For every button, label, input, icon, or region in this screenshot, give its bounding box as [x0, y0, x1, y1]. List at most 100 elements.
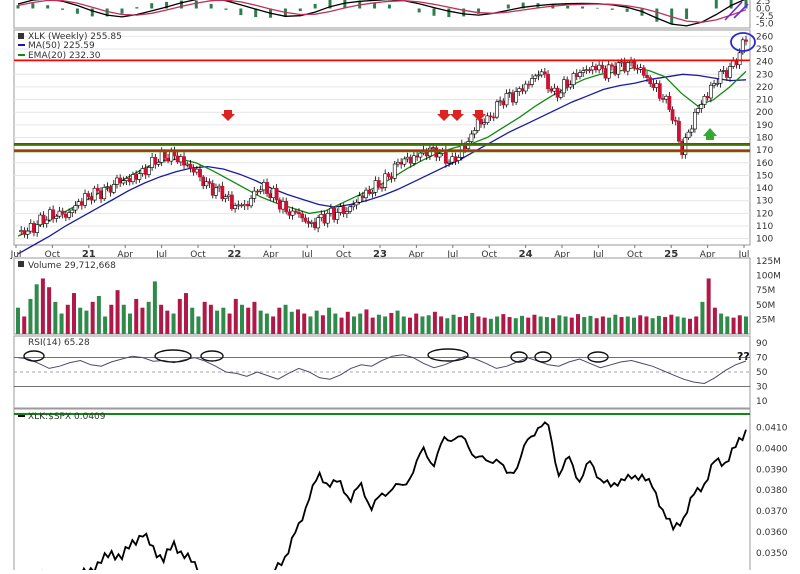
- volume-bar: [103, 316, 107, 334]
- candle-body: [588, 70, 591, 71]
- candle-body: [90, 197, 93, 200]
- candle-body: [697, 109, 700, 113]
- candle-body: [36, 225, 39, 233]
- candle-body: [313, 222, 316, 228]
- legend-price-swatch: [18, 33, 24, 39]
- candle-body: [195, 169, 198, 172]
- volume-bar: [676, 316, 680, 334]
- candle-body: [115, 178, 118, 184]
- candle-body: [99, 191, 102, 199]
- volume-bar: [389, 313, 393, 334]
- volume-bar: [327, 308, 331, 334]
- volume-bar: [53, 302, 57, 334]
- volume-bar: [564, 316, 568, 334]
- candle-body: [186, 164, 189, 165]
- candle-body: [202, 177, 205, 186]
- volume-bar: [489, 319, 493, 334]
- candle-body: [58, 211, 61, 216]
- volume-bar: [595, 318, 599, 334]
- candle-body: [141, 168, 144, 173]
- candle-body: [93, 188, 96, 200]
- candle-body: [454, 157, 457, 161]
- candle-body: [80, 202, 83, 206]
- candle-body: [499, 101, 502, 102]
- candle-body: [578, 73, 581, 77]
- volume-label: Volume 29,712,668: [28, 261, 116, 271]
- volume-bar: [613, 315, 617, 334]
- volume-bar: [476, 316, 480, 334]
- volume-bar: [84, 311, 88, 334]
- price-tick-label: 110: [756, 222, 773, 232]
- candle-body: [575, 73, 578, 76]
- candle-body: [301, 214, 304, 218]
- candle-body: [556, 88, 559, 97]
- candle-body: [642, 68, 645, 76]
- candle-body: [144, 168, 147, 174]
- volume-bar: [545, 317, 549, 334]
- volume-bar: [377, 315, 381, 334]
- candle-body: [598, 65, 601, 70]
- candle-body: [240, 205, 243, 206]
- volume-bar: [28, 299, 32, 334]
- candle-body: [29, 223, 32, 231]
- candle-body: [278, 200, 281, 209]
- volume-bar: [109, 305, 113, 334]
- candle-body: [179, 157, 182, 162]
- volume-bar: [178, 299, 182, 334]
- candle-body: [508, 93, 511, 94]
- candle-body: [128, 178, 131, 181]
- candle-body: [409, 157, 412, 163]
- price-tick-label: 180: [756, 134, 773, 144]
- candle-body: [61, 211, 64, 214]
- candle-body: [416, 156, 419, 157]
- volume-bar: [452, 315, 456, 334]
- volume-bar: [364, 309, 368, 334]
- volume-bar: [209, 305, 213, 334]
- candle-body: [71, 210, 74, 213]
- candle-body: [249, 198, 252, 206]
- volume-bar: [277, 308, 281, 334]
- rsi-tick-label: 70: [756, 354, 768, 364]
- candle-body: [623, 62, 626, 71]
- candle-body: [451, 157, 454, 163]
- rsi-question-marks: ??: [737, 350, 750, 363]
- volume-tick-label: 75M: [756, 286, 775, 296]
- volume-bar: [557, 315, 561, 334]
- candle-body: [645, 75, 648, 77]
- candle-body: [502, 101, 505, 105]
- volume-bar: [346, 312, 350, 334]
- volume-bar: [259, 311, 263, 334]
- candle-body: [728, 66, 731, 77]
- volume-bar: [632, 318, 636, 334]
- candle-body: [649, 78, 652, 84]
- candle-body: [719, 71, 722, 83]
- candle-body: [358, 196, 361, 203]
- volume-bar: [340, 318, 344, 334]
- candle-body: [693, 112, 696, 129]
- candle-body: [738, 53, 741, 65]
- volume-bar: [732, 318, 736, 334]
- candle-body: [518, 89, 521, 92]
- candle-body: [483, 123, 486, 124]
- candle-body: [211, 183, 214, 195]
- volume-bar: [433, 312, 437, 334]
- candle-body: [23, 231, 26, 235]
- candle-body: [364, 190, 367, 198]
- candle-body: [725, 70, 728, 77]
- candle-body: [550, 89, 553, 91]
- candle-body: [674, 120, 677, 121]
- candle-body: [601, 65, 604, 68]
- volume-bar: [427, 315, 431, 334]
- candle-body: [706, 96, 709, 98]
- volume-bar: [495, 316, 499, 334]
- candle-body: [333, 208, 336, 219]
- ratio-tick-label: 0.0410: [756, 424, 788, 434]
- candle-body: [540, 72, 543, 75]
- candle-body: [566, 80, 569, 87]
- candle-body: [208, 182, 211, 184]
- volume-bar: [383, 316, 387, 334]
- volume-tick-label: 100M: [756, 272, 781, 282]
- candle-body: [486, 116, 489, 123]
- rsi-tick-label: 50: [756, 368, 768, 378]
